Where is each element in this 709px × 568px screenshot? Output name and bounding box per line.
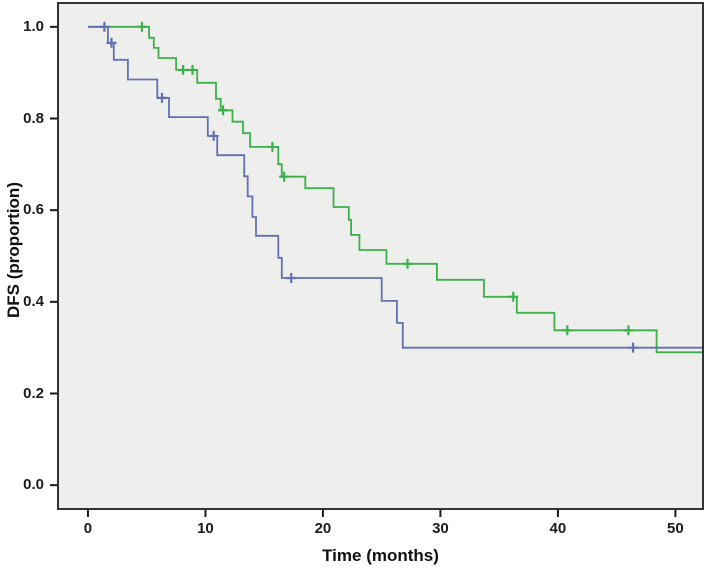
censor-mark-group-green: [402, 258, 413, 269]
plot-background: [58, 3, 703, 509]
y-axis-title: DFS (proportion): [4, 182, 23, 318]
censor-mark-group-green: [508, 291, 519, 302]
censor-mark-group-blue: [99, 21, 110, 32]
x-axis-title: Time (months): [322, 546, 439, 565]
y-tick-label: 0.0: [23, 476, 44, 494]
y-tick-label: 0.6: [23, 201, 44, 219]
censor-mark-group-green: [218, 105, 229, 116]
censor-mark-group-green: [562, 325, 573, 336]
censor-mark-group-blue: [156, 92, 167, 103]
censor-mark-group-blue: [628, 342, 639, 353]
plot-frame: [57, 2, 704, 510]
censor-mark-group-green: [279, 171, 290, 182]
x-tick-label: 10: [197, 520, 214, 537]
x-tick-label: 20: [314, 520, 332, 537]
y-tick-label: 0.4: [23, 292, 44, 310]
censor-mark-group-blue: [286, 273, 297, 283]
censor-mark-group-green: [178, 64, 189, 75]
x-tick-label: 30: [432, 520, 449, 537]
survival-curve-group-blue: [88, 25, 703, 349]
censor-mark-group-green: [623, 325, 634, 336]
censor-mark-group-green: [137, 21, 148, 32]
censor-mark-group-blue: [106, 37, 117, 48]
y-tick-label: 0.2: [23, 384, 44, 402]
survival-curve-group-green: [88, 25, 703, 354]
censor-mark-group-green: [267, 141, 278, 152]
x-tick-label: 40: [549, 520, 567, 537]
censor-mark-group-green: [187, 64, 198, 75]
y-tick-label: 0.8: [23, 109, 44, 127]
x-tick-label: 50: [667, 520, 684, 537]
y-tick-label: 1.0: [23, 17, 44, 35]
x-tick-label: 0: [83, 520, 93, 537]
censor-mark-group-blue: [208, 130, 219, 141]
